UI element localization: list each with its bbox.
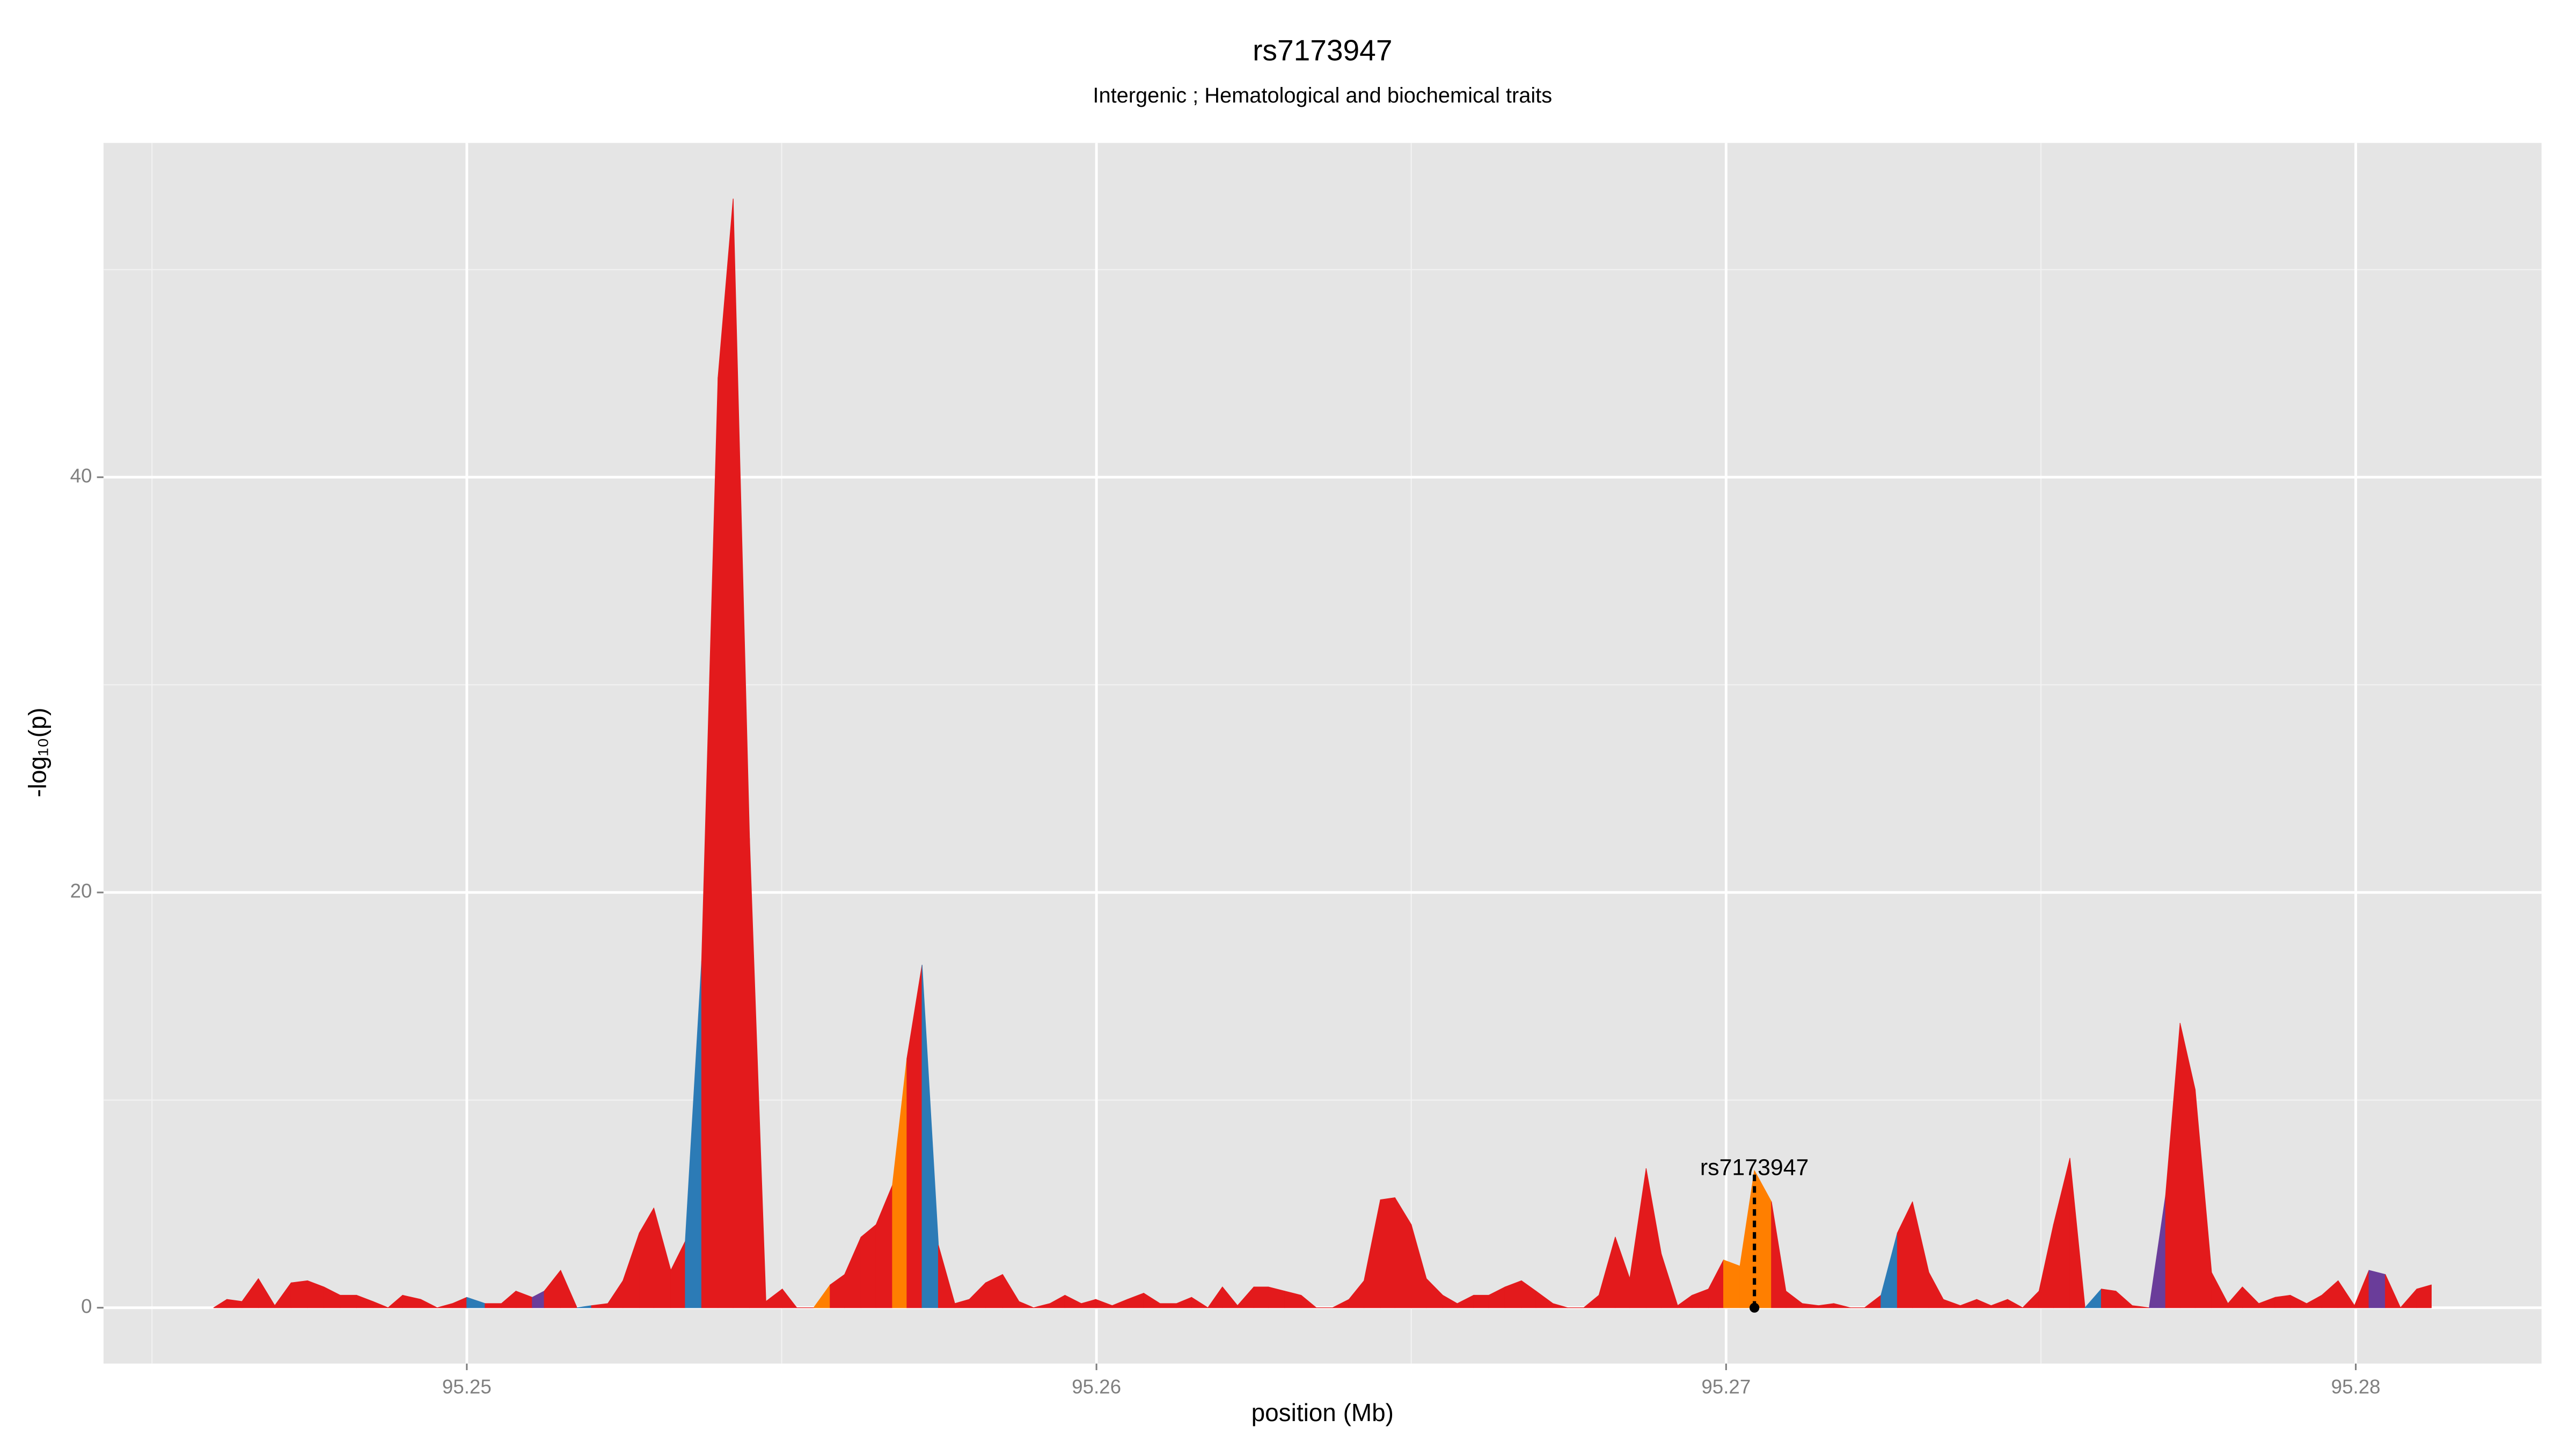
y-tick-label: 20 bbox=[70, 880, 92, 902]
area-segment bbox=[1833, 1303, 1851, 1308]
area-segment bbox=[372, 1301, 389, 1308]
chart-subtitle: Intergenic ; Hematological and biochemic… bbox=[1093, 84, 1552, 107]
x-tick-label: 95.25 bbox=[442, 1375, 492, 1397]
data-area: rs7173947 bbox=[213, 199, 2432, 1313]
chart-title: rs7173947 bbox=[1253, 34, 1392, 67]
area-segment bbox=[1553, 1303, 1568, 1308]
area-segment bbox=[2274, 1294, 2291, 1308]
area-segment bbox=[485, 1303, 502, 1308]
area-segment bbox=[1473, 1294, 1489, 1308]
area-segment bbox=[2007, 1299, 2023, 1308]
area-segment bbox=[782, 1289, 797, 1308]
y-tick-label: 40 bbox=[70, 465, 92, 487]
x-axis-label: position (Mb) bbox=[1252, 1399, 1394, 1426]
area-segment bbox=[1723, 1260, 1740, 1308]
y-axis-label: -log₁₀(p) bbox=[24, 707, 52, 797]
area-segment bbox=[1300, 1294, 1317, 1308]
area-segment bbox=[2101, 1289, 2117, 1308]
area-segment bbox=[290, 1280, 308, 1308]
plot-panel bbox=[103, 143, 2542, 1364]
y-tick-label: 0 bbox=[81, 1295, 92, 1317]
area-segment bbox=[1159, 1303, 1177, 1308]
area-segment bbox=[718, 199, 734, 1308]
annotation-label: rs7173947 bbox=[1700, 1155, 1809, 1181]
area-segment bbox=[1019, 1301, 1034, 1308]
axes: 95.25 95.26 95.27 95.28 0 20 40 bbox=[70, 465, 2381, 1398]
annotation-dot bbox=[1749, 1302, 1760, 1313]
area-segment bbox=[2385, 1274, 2401, 1308]
area-segment bbox=[340, 1294, 357, 1308]
x-tick-label: 95.27 bbox=[1701, 1375, 1751, 1397]
area-segment bbox=[860, 1224, 877, 1308]
area-segment bbox=[2069, 1158, 2085, 1308]
x-tick-label: 95.26 bbox=[1072, 1375, 1121, 1397]
area-segment bbox=[560, 1270, 577, 1308]
area-segment bbox=[1191, 1297, 1209, 1308]
area-segment bbox=[420, 1299, 438, 1308]
area-segment bbox=[2132, 1305, 2150, 1308]
area-segment bbox=[1253, 1286, 1269, 1308]
area-segment bbox=[2368, 1270, 2386, 1308]
area-segment bbox=[1380, 1197, 1395, 1308]
x-tick-label: 95.28 bbox=[2331, 1375, 2381, 1397]
area-segment bbox=[2416, 1284, 2432, 1308]
